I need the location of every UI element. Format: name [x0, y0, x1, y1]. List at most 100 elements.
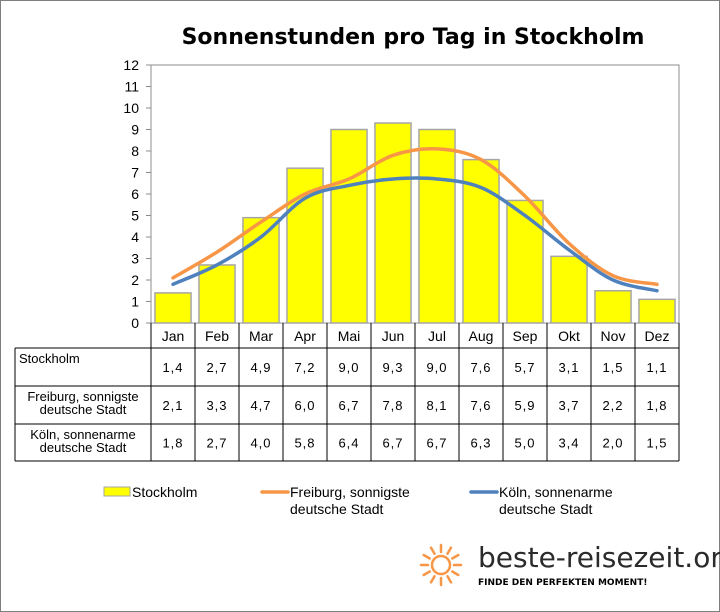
- chart-title: Sonnenstunden pro Tag in Stockholm: [182, 25, 645, 50]
- x-tick-label: Jul: [428, 328, 446, 344]
- data-label: 1,4: [162, 360, 183, 375]
- data-label: 5,8: [294, 436, 315, 451]
- sun-ray: [422, 570, 431, 577]
- y-tick-label: 10: [123, 100, 139, 116]
- data-label: 3,4: [558, 436, 579, 451]
- y-tick-label: 8: [131, 143, 139, 159]
- data-label: 6,3: [470, 436, 491, 451]
- data-label: 9,3: [382, 360, 403, 375]
- y-tick-label: 2: [131, 272, 139, 288]
- data-label: 5,9: [514, 398, 535, 413]
- row-label: deutsche Stadt: [40, 440, 127, 455]
- data-label: 9,0: [338, 360, 359, 375]
- sun-ray: [451, 553, 460, 560]
- x-tick-label: Mai: [338, 328, 361, 344]
- sun-core: [430, 554, 452, 576]
- x-tick-label: Sep: [513, 328, 538, 344]
- data-label: 2,1: [162, 398, 183, 413]
- data-label: 7,2: [294, 360, 315, 375]
- data-label: 6,4: [338, 436, 359, 451]
- data-label: 1,5: [646, 436, 667, 451]
- bar-okt: [550, 255, 588, 324]
- data-label: 7,8: [382, 398, 403, 413]
- bar-nov: [594, 290, 632, 324]
- data-label: 8,1: [426, 398, 447, 413]
- row-label: deutsche Stadt: [40, 402, 127, 417]
- legend-label: deutsche Stadt: [290, 501, 384, 517]
- sun-ray: [451, 570, 460, 577]
- y-tick-label: 6: [131, 186, 139, 202]
- y-tick-label: 5: [131, 208, 139, 224]
- data-label: 4,9: [250, 360, 271, 375]
- bar-mai: [330, 128, 368, 324]
- data-label: 2,7: [206, 360, 227, 375]
- data-label: 6,7: [382, 436, 403, 451]
- data-label: 9,0: [426, 360, 447, 375]
- y-tick-label: 3: [131, 251, 139, 267]
- data-label: 5,0: [514, 436, 535, 451]
- data-label: 4,7: [250, 398, 271, 413]
- data-label: 3,1: [558, 360, 579, 375]
- row-label: Stockholm: [19, 351, 80, 366]
- y-tick-label: 11: [124, 79, 139, 95]
- y-tick-label: 9: [131, 122, 139, 138]
- legend-swatch-stockholm: [103, 486, 131, 497]
- data-label: 2,2: [602, 398, 623, 413]
- data-label: 1,8: [646, 398, 667, 413]
- data-label: 3,7: [558, 398, 579, 413]
- data-label: 5,7: [514, 360, 535, 375]
- data-label: 1,5: [602, 360, 623, 375]
- data-table: Jan Feb Mar Apr Mai Jun Jul Aug Sep Okt Nov Dez Stoc…: [14, 323, 680, 462]
- legend-label: Köln, sonnenarme: [499, 484, 613, 500]
- bar-dez: [638, 298, 676, 324]
- sun-ray: [446, 546, 453, 555]
- data-label: 6,7: [338, 398, 359, 413]
- line-series: [171, 146, 659, 293]
- sun-ray: [429, 546, 436, 555]
- x-tick-label: Dez: [645, 328, 670, 344]
- data-label: 4,0: [250, 436, 271, 451]
- x-tick-label: Nov: [601, 328, 626, 344]
- brand-name: beste-reisezeit.org: [478, 541, 720, 574]
- x-tick-label: Aug: [469, 328, 494, 344]
- y-tick-label: 12: [123, 57, 139, 73]
- data-label: 6,0: [294, 398, 315, 413]
- data-label: 7,6: [470, 360, 491, 375]
- y-tick-label: 0: [131, 315, 139, 331]
- data-label: 7,6: [470, 398, 491, 413]
- bar-mar: [242, 216, 280, 324]
- line-koeln: [171, 176, 659, 293]
- sun-ray: [446, 575, 453, 584]
- x-tick-label: Mar: [249, 328, 273, 344]
- legend-label: Stockholm: [132, 484, 197, 500]
- data-label: 2,7: [206, 436, 227, 451]
- bar-sep: [506, 199, 544, 324]
- row-label: Köln, sonnenarme: [30, 427, 136, 442]
- y-tick-label: 4: [131, 229, 139, 245]
- data-label: 1,8: [162, 436, 183, 451]
- data-label: 6,7: [426, 436, 447, 451]
- sun-ray: [429, 575, 436, 584]
- bar-jul: [418, 128, 456, 324]
- legend-label: deutsche Stadt: [499, 501, 593, 517]
- data-label: 2,0: [602, 436, 623, 451]
- y-tick-label: 7: [131, 165, 139, 181]
- sun-ray: [422, 553, 431, 560]
- sun-icon: [419, 543, 463, 587]
- x-tick-label: Jun: [382, 328, 405, 344]
- x-tick-label: Jan: [162, 328, 185, 344]
- legend-label: Freiburg, sonnigste: [290, 484, 410, 500]
- row-label: Freiburg, sonnigste: [27, 389, 138, 404]
- data-label: 3,3: [206, 398, 227, 413]
- x-tick-label: Okt: [558, 328, 580, 344]
- data-label: 1,1: [646, 360, 667, 375]
- line-freiburg: [171, 146, 659, 287]
- x-tick-label: Apr: [294, 328, 316, 344]
- bar-feb: [198, 264, 236, 324]
- bar-jan: [154, 292, 192, 324]
- x-tick-label: Feb: [205, 328, 229, 344]
- y-tick-label: 1: [131, 294, 139, 310]
